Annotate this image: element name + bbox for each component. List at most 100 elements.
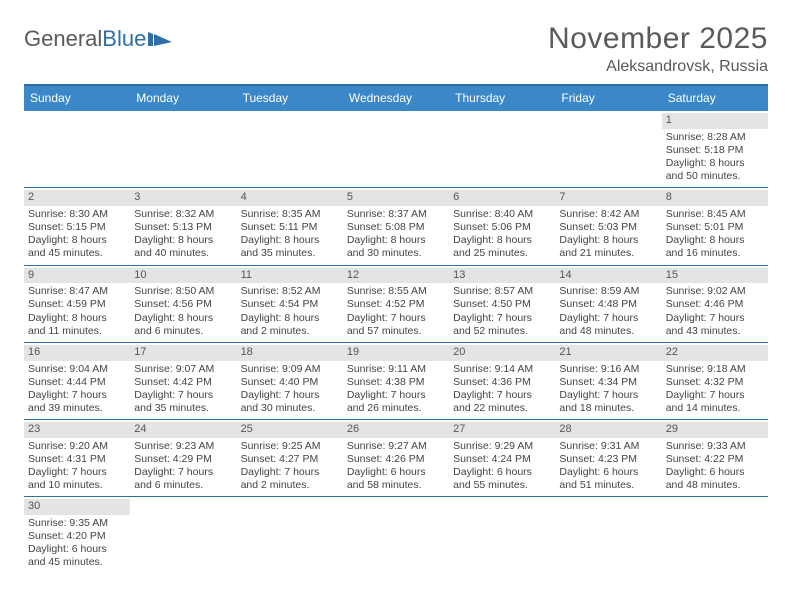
daylight-line-1: Daylight: 7 hours xyxy=(347,312,445,325)
daylight-line-1: Daylight: 6 hours xyxy=(453,466,551,479)
day-number: 30 xyxy=(24,499,130,515)
calendar-cell-empty xyxy=(24,111,130,188)
daylight-line-1: Daylight: 7 hours xyxy=(28,466,126,479)
month-title: November 2025 xyxy=(548,22,768,56)
calendar-cell: 24Sunrise: 9:23 AMSunset: 4:29 PMDayligh… xyxy=(130,420,236,497)
sunset-line: Sunset: 5:08 PM xyxy=(347,221,445,234)
day-number: 17 xyxy=(130,345,236,361)
calendar-cell-empty xyxy=(237,497,343,573)
header: GeneralBlue November 2025 Aleksandrovsk,… xyxy=(24,22,768,76)
daylight-line-2: and 40 minutes. xyxy=(134,247,232,260)
calendar-cell-empty xyxy=(343,497,449,573)
daylight-line-2: and 2 minutes. xyxy=(241,479,339,492)
daylight-line-1: Daylight: 8 hours xyxy=(666,234,764,247)
calendar-cell-empty xyxy=(555,111,661,188)
daylight-line-2: and 22 minutes. xyxy=(453,402,551,415)
sunrise-line: Sunrise: 9:25 AM xyxy=(241,440,339,453)
daylight-line-1: Daylight: 8 hours xyxy=(241,234,339,247)
location: Aleksandrovsk, Russia xyxy=(548,58,768,76)
daylight-line-2: and 10 minutes. xyxy=(28,479,126,492)
sunset-line: Sunset: 4:52 PM xyxy=(347,298,445,311)
sunrise-line: Sunrise: 8:55 AM xyxy=(347,285,445,298)
daylight-line-1: Daylight: 7 hours xyxy=(453,312,551,325)
day-number: 24 xyxy=(130,422,236,438)
day-number: 5 xyxy=(343,190,449,206)
sunrise-line: Sunrise: 9:20 AM xyxy=(28,440,126,453)
sunset-line: Sunset: 4:42 PM xyxy=(134,376,232,389)
calendar-cell-empty xyxy=(449,497,555,573)
day-number: 15 xyxy=(662,268,768,284)
daylight-line-2: and 26 minutes. xyxy=(347,402,445,415)
sunset-line: Sunset: 5:13 PM xyxy=(134,221,232,234)
sunset-line: Sunset: 4:46 PM xyxy=(666,298,764,311)
daylight-line-2: and 25 minutes. xyxy=(453,247,551,260)
sunset-line: Sunset: 4:29 PM xyxy=(134,453,232,466)
daylight-line-1: Daylight: 8 hours xyxy=(134,312,232,325)
day-number: 12 xyxy=(343,268,449,284)
calendar-cell: 28Sunrise: 9:31 AMSunset: 4:23 PMDayligh… xyxy=(555,420,661,497)
day-number: 16 xyxy=(24,345,130,361)
daylight-line-2: and 35 minutes. xyxy=(241,247,339,260)
day-number: 9 xyxy=(24,268,130,284)
calendar-cell: 1Sunrise: 8:28 AMSunset: 5:18 PMDaylight… xyxy=(662,111,768,188)
calendar-cell-empty xyxy=(130,111,236,188)
calendar-cell: 15Sunrise: 9:02 AMSunset: 4:46 PMDayligh… xyxy=(662,266,768,343)
sunset-line: Sunset: 4:56 PM xyxy=(134,298,232,311)
daylight-line-1: Daylight: 8 hours xyxy=(134,234,232,247)
sunrise-line: Sunrise: 8:40 AM xyxy=(453,208,551,221)
daylight-line-2: and 48 minutes. xyxy=(559,325,657,338)
sunrise-line: Sunrise: 9:11 AM xyxy=(347,363,445,376)
sunset-line: Sunset: 4:24 PM xyxy=(453,453,551,466)
sunrise-line: Sunrise: 9:33 AM xyxy=(666,440,764,453)
calendar-cell: 10Sunrise: 8:50 AMSunset: 4:56 PMDayligh… xyxy=(130,266,236,343)
daylight-line-2: and 57 minutes. xyxy=(347,325,445,338)
calendar-cell-empty xyxy=(343,111,449,188)
calendar-cell-empty xyxy=(130,497,236,573)
sunrise-line: Sunrise: 8:28 AM xyxy=(666,131,764,144)
calendar-cell: 17Sunrise: 9:07 AMSunset: 4:42 PMDayligh… xyxy=(130,343,236,420)
sunrise-line: Sunrise: 8:50 AM xyxy=(134,285,232,298)
sunset-line: Sunset: 5:03 PM xyxy=(559,221,657,234)
sunset-line: Sunset: 5:01 PM xyxy=(666,221,764,234)
daylight-line-1: Daylight: 8 hours xyxy=(453,234,551,247)
sunset-line: Sunset: 5:11 PM xyxy=(241,221,339,234)
weekday-header: Tuesday xyxy=(237,86,343,111)
day-number: 21 xyxy=(555,345,661,361)
day-number: 19 xyxy=(343,345,449,361)
calendar-cell: 6Sunrise: 8:40 AMSunset: 5:06 PMDaylight… xyxy=(449,188,555,265)
sunset-line: Sunset: 4:20 PM xyxy=(28,530,126,543)
sunrise-line: Sunrise: 9:14 AM xyxy=(453,363,551,376)
daylight-line-2: and 11 minutes. xyxy=(28,325,126,338)
sunset-line: Sunset: 5:15 PM xyxy=(28,221,126,234)
sunrise-line: Sunrise: 9:04 AM xyxy=(28,363,126,376)
calendar-cell-empty xyxy=(555,497,661,573)
sunset-line: Sunset: 4:50 PM xyxy=(453,298,551,311)
daylight-line-1: Daylight: 6 hours xyxy=(559,466,657,479)
daylight-line-2: and 48 minutes. xyxy=(666,479,764,492)
daylight-line-2: and 58 minutes. xyxy=(347,479,445,492)
sunrise-line: Sunrise: 9:35 AM xyxy=(28,517,126,530)
sunrise-line: Sunrise: 8:35 AM xyxy=(241,208,339,221)
daylight-line-2: and 35 minutes. xyxy=(134,402,232,415)
sunrise-line: Sunrise: 8:57 AM xyxy=(453,285,551,298)
day-number: 11 xyxy=(237,268,343,284)
daylight-line-2: and 30 minutes. xyxy=(241,402,339,415)
calendar-cell: 22Sunrise: 9:18 AMSunset: 4:32 PMDayligh… xyxy=(662,343,768,420)
sunrise-line: Sunrise: 9:29 AM xyxy=(453,440,551,453)
daylight-line-1: Daylight: 7 hours xyxy=(134,389,232,402)
calendar-cell: 27Sunrise: 9:29 AMSunset: 4:24 PMDayligh… xyxy=(449,420,555,497)
day-number: 3 xyxy=(130,190,236,206)
calendar-cell-empty xyxy=(237,111,343,188)
daylight-line-2: and 21 minutes. xyxy=(559,247,657,260)
calendar-cell: 7Sunrise: 8:42 AMSunset: 5:03 PMDaylight… xyxy=(555,188,661,265)
calendar-grid: 1Sunrise: 8:28 AMSunset: 5:18 PMDaylight… xyxy=(24,111,768,574)
daylight-line-2: and 39 minutes. xyxy=(28,402,126,415)
day-number: 26 xyxy=(343,422,449,438)
daylight-line-2: and 52 minutes. xyxy=(453,325,551,338)
calendar-cell: 23Sunrise: 9:20 AMSunset: 4:31 PMDayligh… xyxy=(24,420,130,497)
daylight-line-2: and 43 minutes. xyxy=(666,325,764,338)
daylight-line-1: Daylight: 7 hours xyxy=(241,389,339,402)
daylight-line-1: Daylight: 7 hours xyxy=(453,389,551,402)
calendar: SundayMondayTuesdayWednesdayThursdayFrid… xyxy=(24,86,768,574)
daylight-line-1: Daylight: 7 hours xyxy=(666,389,764,402)
